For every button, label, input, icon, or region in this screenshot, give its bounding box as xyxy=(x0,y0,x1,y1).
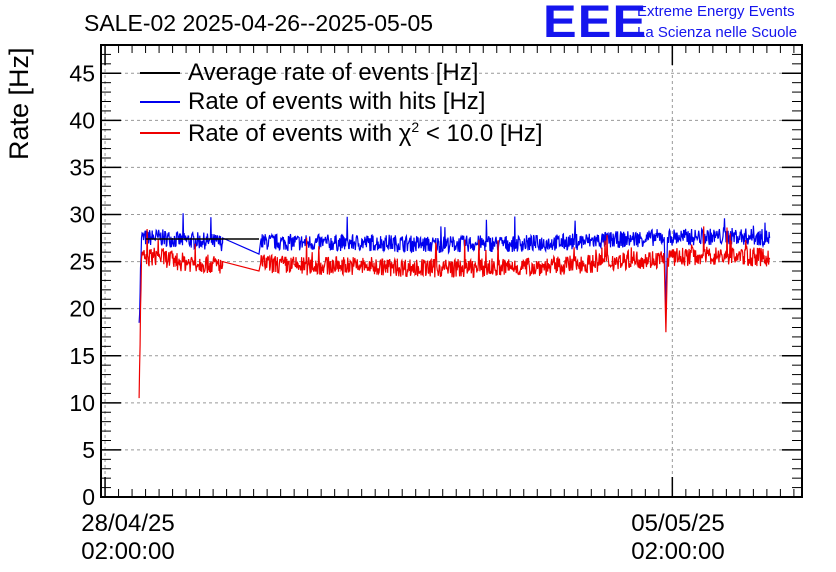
y-tick-label-0: 0 xyxy=(82,484,95,510)
legend-line-red xyxy=(140,132,180,134)
y-tick-label-45: 45 xyxy=(69,60,95,86)
legend-entry-chi2: Rate of events with χ2 < 10.0 [Hz] xyxy=(140,119,543,148)
y-tick-label-30: 30 xyxy=(69,202,95,228)
series-layer xyxy=(138,213,771,399)
y-axis-label: Rate [Hz] xyxy=(4,47,34,160)
series-line-1 xyxy=(138,213,771,323)
y-tick-label-15: 15 xyxy=(69,343,95,369)
series-line-2 xyxy=(138,226,771,399)
eee-logo: EEE xyxy=(543,0,648,47)
legend-chi2-superscript: 2 xyxy=(411,118,420,135)
y-tick-label-10: 10 xyxy=(69,390,95,416)
y-tick-label-20: 20 xyxy=(69,296,95,322)
y-tick-label-5: 5 xyxy=(82,437,95,463)
x-tick-label-1: 05/05/25 02:00:00 xyxy=(608,510,748,566)
tick-marks xyxy=(101,45,802,498)
y-tick-labels: 0 5 10 15 20 25 30 35 40 45 xyxy=(69,60,95,510)
x-tick-time-0: 02:00:00 xyxy=(81,538,175,565)
logo-line-1: Extreme Energy Events xyxy=(637,3,795,20)
x-tick-label-0: 28/04/25 02:00:00 xyxy=(58,510,198,566)
legend-text-hits: Rate of events with hits [Hz] xyxy=(188,88,486,115)
legend-chi2-suffix: < 10.0 [Hz] xyxy=(419,119,543,147)
legend-text-average: Average rate of events [Hz] xyxy=(188,59,479,86)
legend-line-blue xyxy=(140,101,180,103)
y-tick-label-40: 40 xyxy=(69,107,95,133)
legend-line-black xyxy=(140,72,180,74)
legend-entry-average: Average rate of events [Hz] xyxy=(140,59,479,86)
y-tick-label-25: 25 xyxy=(69,249,95,275)
chart-title: SALE-02 2025-04-26--2025-05-05 xyxy=(84,10,434,36)
logo-line-2: La Scienza nelle Scuole xyxy=(637,24,798,41)
legend-entry-hits: Rate of events with hits [Hz] xyxy=(140,88,486,115)
y-tick-label-35: 35 xyxy=(69,154,95,180)
legend-chi2-prefix: Rate of events with χ xyxy=(188,119,412,147)
x-tick-time-1: 02:00:00 xyxy=(631,538,725,565)
x-tick-date-1: 05/05/25 xyxy=(631,510,725,537)
legend-text-chi2: Rate of events with χ2 < 10.0 [Hz] xyxy=(188,119,543,148)
x-tick-date-0: 28/04/25 xyxy=(81,510,175,537)
